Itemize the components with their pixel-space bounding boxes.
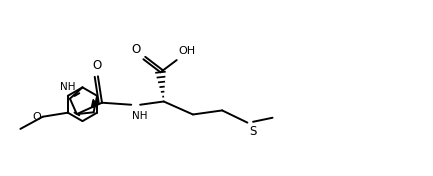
Text: NH: NH <box>132 111 148 121</box>
Text: O: O <box>131 43 140 56</box>
Text: S: S <box>249 125 257 138</box>
Text: O: O <box>92 59 101 72</box>
Text: O: O <box>32 112 41 122</box>
Text: OH: OH <box>179 46 196 56</box>
Text: NH: NH <box>60 82 76 92</box>
